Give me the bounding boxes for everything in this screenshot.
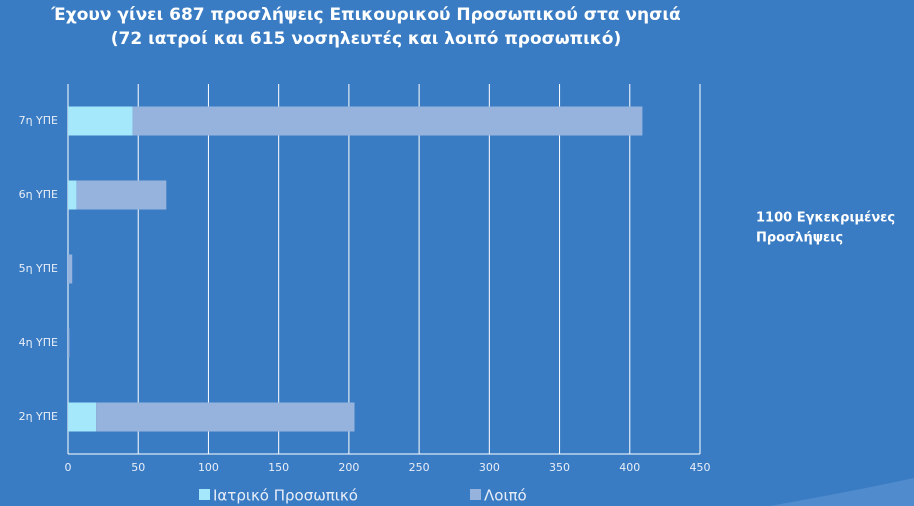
bar-segment xyxy=(68,402,97,432)
y-tick-label: 6η ΥΠΕ xyxy=(19,188,58,201)
decoration xyxy=(770,478,914,506)
x-tick-label: 100 xyxy=(198,461,219,474)
x-tick-label: 450 xyxy=(690,461,711,474)
legend-swatch xyxy=(470,489,481,500)
legend-swatch xyxy=(199,489,210,500)
bar-segment xyxy=(68,180,77,210)
bar-segment xyxy=(96,402,355,432)
y-tick-label: 5η ΥΠΕ xyxy=(19,262,58,275)
x-tick-label: 200 xyxy=(338,461,359,474)
bar-segment xyxy=(76,180,167,210)
bar-segment xyxy=(68,328,70,358)
chart-title: Έχουν γίνει 687 προσλήψεις Επικουρικού Π… xyxy=(50,5,680,25)
x-tick-label: 0 xyxy=(65,461,72,474)
y-tick-label: 2η ΥΠΕ xyxy=(19,410,58,423)
x-tick-label: 250 xyxy=(409,461,430,474)
chart-subtitle: (72 ιατροί και 615 νοσηλευτές και λοιπό … xyxy=(111,29,622,49)
x-tick-label: 50 xyxy=(131,461,145,474)
annotation: Προσλήψεις xyxy=(756,231,843,246)
bar-segment xyxy=(68,106,133,136)
legend-label: Ιατρικό Προσωπικό xyxy=(213,487,358,505)
legend-label: Λοιπό xyxy=(484,487,527,505)
y-tick-label: 4η ΥΠΕ xyxy=(19,336,58,349)
x-tick-label: 150 xyxy=(268,461,289,474)
bar-segment xyxy=(68,254,73,284)
bar-segment xyxy=(132,106,643,136)
y-tick-label: 7η ΥΠΕ xyxy=(19,114,58,127)
x-tick-label: 300 xyxy=(479,461,500,474)
annotation: 1100 Εγκεκριμένες xyxy=(756,211,895,226)
x-tick-label: 350 xyxy=(549,461,570,474)
x-tick-label: 400 xyxy=(619,461,640,474)
